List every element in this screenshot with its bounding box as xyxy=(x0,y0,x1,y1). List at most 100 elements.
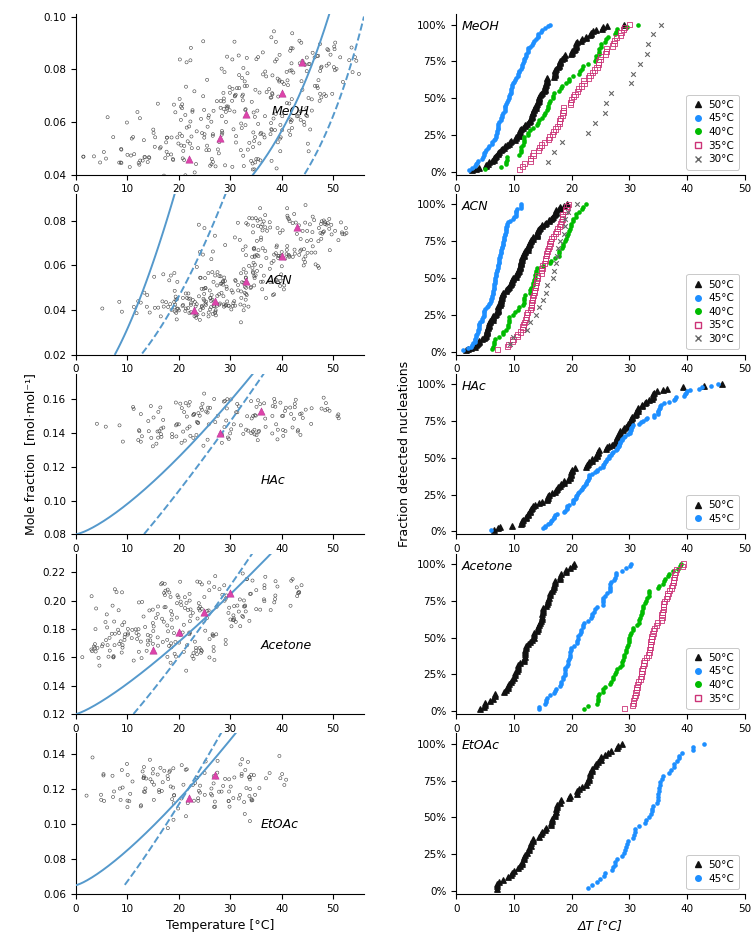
Point xyxy=(539,81,551,96)
Point xyxy=(553,480,565,495)
Point xyxy=(203,603,215,618)
Point xyxy=(219,237,231,253)
Point xyxy=(257,67,269,82)
Point xyxy=(499,139,511,154)
Point xyxy=(184,593,196,608)
Point xyxy=(620,645,632,660)
Point xyxy=(296,35,308,50)
Point xyxy=(495,244,507,259)
Point xyxy=(228,791,240,806)
Point xyxy=(259,581,271,596)
Point xyxy=(572,81,584,96)
Point xyxy=(495,292,507,307)
Point xyxy=(191,428,203,443)
Point xyxy=(505,275,517,290)
Point xyxy=(296,82,308,97)
Point xyxy=(246,95,258,110)
Point xyxy=(153,141,166,156)
Point xyxy=(167,151,179,166)
Point xyxy=(518,248,530,263)
Point xyxy=(487,287,499,302)
Point xyxy=(531,225,544,240)
Point xyxy=(507,76,519,91)
Point xyxy=(597,595,609,610)
Point xyxy=(526,500,538,516)
Point xyxy=(601,41,613,56)
Point xyxy=(253,249,265,264)
Point xyxy=(101,638,113,653)
Point xyxy=(657,382,669,397)
Point xyxy=(286,56,298,71)
Point xyxy=(553,795,565,810)
Point xyxy=(535,266,547,281)
Point xyxy=(228,295,240,310)
Point xyxy=(314,225,327,240)
Point xyxy=(530,31,542,46)
Point xyxy=(205,293,217,308)
Point xyxy=(215,435,228,450)
Point xyxy=(269,399,281,414)
Point xyxy=(314,86,326,101)
Point xyxy=(192,415,204,430)
Point xyxy=(487,284,499,299)
X-axis label: Temperature [°C]: Temperature [°C] xyxy=(166,920,274,932)
Point xyxy=(175,627,187,642)
Point xyxy=(168,294,180,309)
Text: MeOH: MeOH xyxy=(462,20,500,33)
Point xyxy=(513,64,525,79)
Point xyxy=(520,309,532,324)
Point xyxy=(180,286,192,301)
Point xyxy=(653,402,665,417)
Point xyxy=(583,455,595,470)
Text: ACN: ACN xyxy=(266,274,293,288)
Point xyxy=(313,260,325,275)
Point xyxy=(626,409,638,424)
Point xyxy=(600,442,612,457)
Point xyxy=(311,79,324,94)
Point xyxy=(656,610,668,625)
Point xyxy=(178,617,190,632)
Point xyxy=(122,622,134,637)
Point xyxy=(179,167,191,183)
Point xyxy=(536,606,548,622)
Point xyxy=(528,33,540,48)
Point xyxy=(507,332,519,347)
Point xyxy=(267,288,279,303)
Point xyxy=(134,111,146,126)
Point xyxy=(167,813,179,828)
Point xyxy=(482,320,494,335)
Point xyxy=(240,216,253,231)
Point xyxy=(628,825,640,840)
Point xyxy=(207,639,219,655)
Point xyxy=(550,63,562,79)
Point xyxy=(289,246,301,261)
Point xyxy=(266,86,278,101)
Point xyxy=(315,90,327,105)
Point xyxy=(247,255,259,271)
Point xyxy=(559,212,572,227)
Point xyxy=(216,428,228,443)
Point xyxy=(643,810,655,825)
Point xyxy=(147,126,160,141)
Point xyxy=(543,132,555,148)
Point xyxy=(184,614,196,629)
Point xyxy=(319,215,331,230)
Point xyxy=(228,293,240,308)
Point xyxy=(301,234,313,249)
Point xyxy=(129,147,141,162)
Point xyxy=(268,111,280,126)
Point xyxy=(488,277,500,292)
Point xyxy=(518,130,530,145)
Point xyxy=(510,70,522,85)
Point xyxy=(269,394,281,410)
Point xyxy=(571,34,583,49)
Point xyxy=(606,437,618,452)
Point xyxy=(239,102,251,117)
Point xyxy=(198,287,210,302)
Point xyxy=(113,625,125,640)
Point xyxy=(548,263,560,278)
Point xyxy=(469,333,481,348)
Point xyxy=(629,691,641,706)
Point xyxy=(328,60,340,75)
Point xyxy=(540,78,552,93)
